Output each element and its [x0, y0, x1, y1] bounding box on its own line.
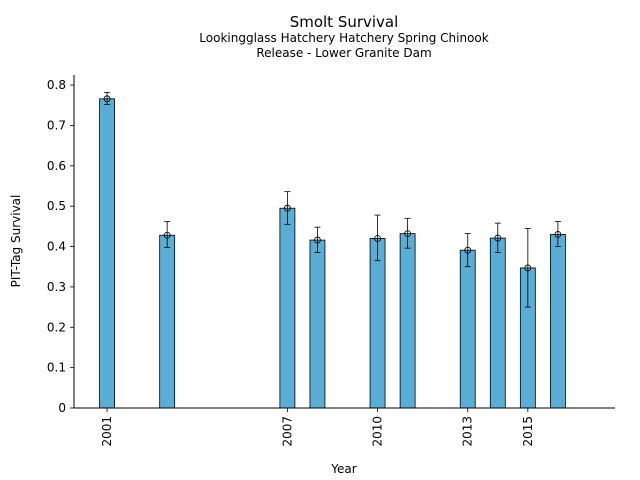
x-tick-label-2015: 2015	[521, 416, 535, 447]
y-tick-label-0.1: 0.1	[47, 361, 66, 375]
y-tick-label-0.7: 0.7	[47, 118, 66, 132]
chart-subtitle-line-1: Lookingglass Hatchery Hatchery Spring Ch…	[199, 31, 489, 45]
x-tick-label-2007: 2007	[280, 416, 294, 447]
x-tick-label-2010: 2010	[371, 416, 385, 447]
bar-2003	[159, 234, 176, 409]
error-bars-layer	[103, 91, 562, 308]
point-marker-2011	[404, 230, 412, 238]
bar-2011	[399, 233, 416, 409]
point-marker-2015	[524, 264, 532, 272]
bar-2016	[549, 234, 566, 409]
point-marker-2008	[314, 236, 321, 244]
y-tick-label-0.2: 0.2	[47, 320, 66, 334]
bar-2008	[309, 239, 326, 409]
x-axis-label: Year	[331, 462, 357, 476]
bar-2007	[279, 207, 296, 409]
y-tick-label-0: 0	[58, 401, 66, 415]
y-tick-label-0.6: 0.6	[47, 159, 66, 173]
point-marker-2010	[374, 235, 381, 242]
y-tick-label-0.4: 0.4	[47, 240, 66, 254]
chart-title: Smolt Survival	[289, 13, 399, 31]
bar-2001	[99, 98, 115, 409]
bar-2013	[459, 249, 476, 409]
bars-layer	[99, 98, 566, 409]
y-tick-label-0.3: 0.3	[47, 280, 66, 294]
x-tick-label-2013: 2013	[461, 416, 475, 447]
y-axis-label: PIT-Tag Survival	[9, 194, 23, 288]
axes-layer: 0 0.1 0.2 0.3 0.4 0.5 0.6 0.7 0.8 2001 2007 2010 201…	[47, 75, 615, 447]
point-marker-2007	[283, 204, 291, 212]
y-tick-label-0.8: 0.8	[47, 78, 66, 92]
point-marker-2013	[464, 246, 472, 254]
point-marker-2014	[494, 234, 502, 242]
bar-2014	[489, 237, 506, 409]
bar-2010	[369, 238, 386, 409]
y-tick-label-0.5: 0.5	[47, 199, 66, 213]
point-marker-2003	[163, 231, 171, 239]
point-marker-2016	[554, 231, 562, 238]
x-tick-label-2001: 2001	[100, 416, 114, 447]
chart-subtitle-line-2: Release - Lower Granite Dam	[256, 46, 432, 60]
point-marker-2001	[103, 95, 111, 103]
